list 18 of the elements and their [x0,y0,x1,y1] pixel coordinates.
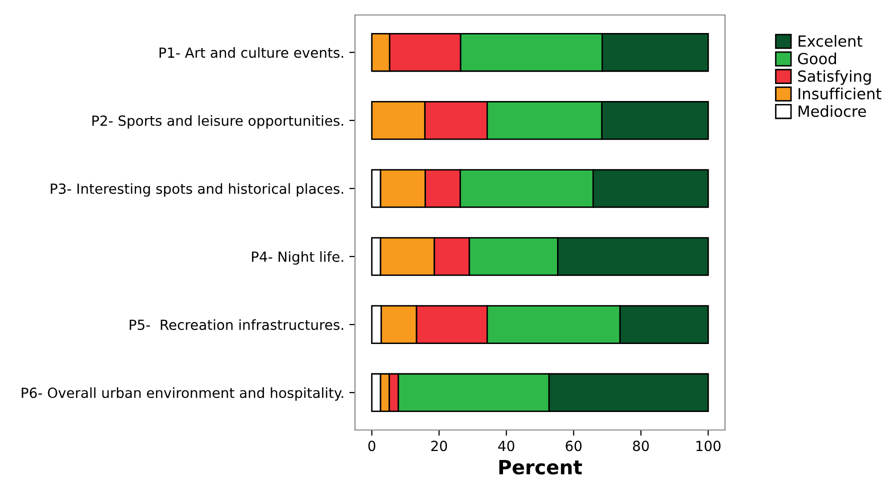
y-tick-label: P6- Overall urban environment and hospitality. [22,387,344,401]
legend-label: Excelent [798,35,862,47]
legend-label: Insufficient [798,88,882,100]
y-tick-label: P5- Recreation infrastructures. [130,319,344,330]
x-tick-label: 20 [431,440,448,452]
x-tick-label: 40 [498,440,514,452]
x-axis-title: Percent [499,460,582,474]
x-tick-label: 60 [566,440,582,452]
x-tick-label: 80 [633,440,649,452]
y-tick-label: P1- Art and culture events. [160,47,344,58]
x-tick-label: 0 [368,440,376,452]
legend-label: Satisfying [798,70,871,85]
x-tick-label: 100 [696,440,721,452]
legend-label: Good [798,52,836,64]
legend-label: Mediocre [798,105,866,117]
y-tick-label: P2- Sports and leisure opportunities. [92,115,344,129]
y-tick-label: P3- Interesting spots and historical places. [50,183,344,197]
y-tick-label: P4- Night life. [252,251,344,265]
